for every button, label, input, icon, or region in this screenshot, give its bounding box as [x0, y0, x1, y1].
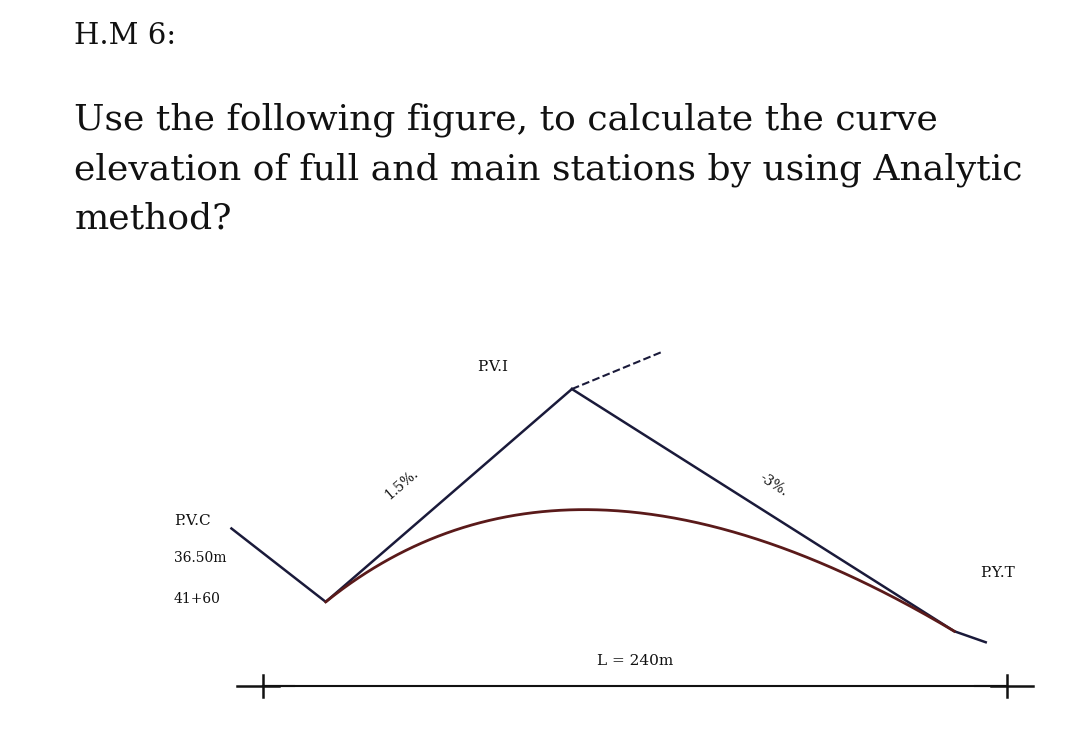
Text: L = 240m: L = 240m	[596, 654, 673, 668]
Text: Use the following figure, to calculate the curve
elevation of full and main stat: Use the following figure, to calculate t…	[75, 103, 1023, 236]
Text: 36.50m: 36.50m	[174, 551, 227, 565]
Text: P.V.C: P.V.C	[174, 515, 211, 528]
Text: P.Y.T: P.Y.T	[981, 566, 1015, 580]
Text: 41+60: 41+60	[174, 592, 220, 606]
Text: H.M 6:: H.M 6:	[75, 22, 176, 50]
Text: -3%.: -3%.	[757, 470, 791, 498]
Text: 1.5%.: 1.5%.	[382, 466, 421, 503]
Text: P.V.I: P.V.I	[477, 360, 509, 374]
